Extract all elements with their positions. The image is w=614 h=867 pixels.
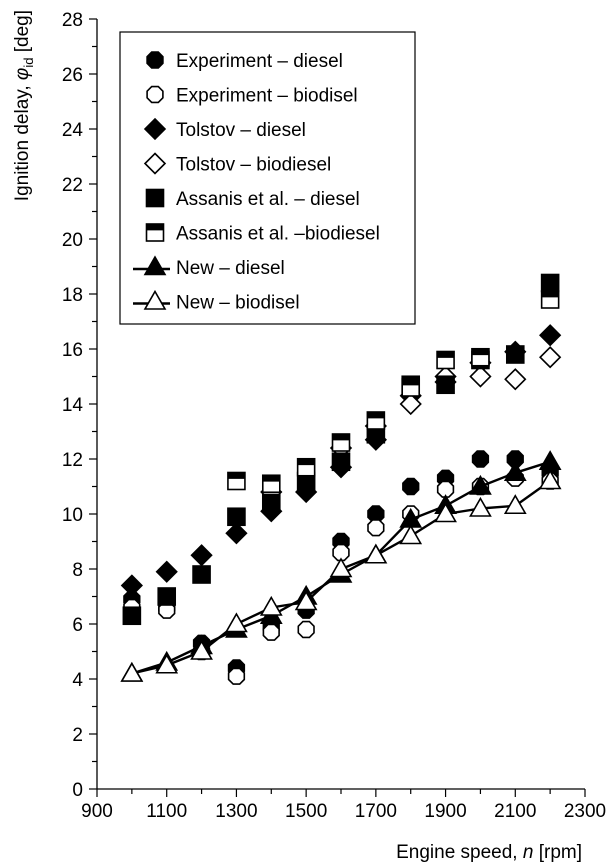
- legend-marker: [143, 255, 167, 276]
- data-point: [225, 522, 248, 545]
- legend-marker: [143, 152, 167, 175]
- data-point: [538, 469, 562, 490]
- axes: 900 1100 1300 1500 1700 1900 2100 2300024681012…: [62, 10, 606, 822]
- data-point: [539, 324, 562, 347]
- y-tick-label: 0: [72, 780, 83, 801]
- data-point: [155, 560, 178, 583]
- legend-marker: [143, 117, 167, 141]
- legend-marker: [145, 188, 165, 208]
- data-point: [227, 471, 246, 491]
- x-tick-label: 2300: [564, 801, 606, 822]
- data-point: [469, 496, 492, 517]
- y-tick-label: 14: [62, 395, 84, 416]
- data-point: [331, 452, 351, 472]
- y-tick-label: 10: [62, 505, 83, 526]
- data-point: [471, 450, 490, 468]
- data-point: [503, 494, 527, 515]
- data-point: [399, 392, 422, 416]
- y-tick-label: 12: [62, 450, 83, 471]
- legend-label: Tolstov – biodiesel: [176, 155, 331, 176]
- data-point: [504, 368, 527, 391]
- legend-marker: [145, 223, 165, 242]
- data-point: [192, 565, 211, 584]
- series-layer: [120, 273, 562, 685]
- data-point: [538, 450, 562, 471]
- data-point: [157, 587, 177, 606]
- y-axis-title: Ignition delay, φid [deg]: [12, 10, 36, 201]
- x-tick-label: 1700: [355, 801, 397, 822]
- x-axis-title: Engine speed, n [rpm]: [396, 842, 582, 863]
- legend-label: Tolstov – diesel: [176, 120, 306, 141]
- y-tick-label: 28: [62, 10, 83, 31]
- data-point: [120, 574, 143, 597]
- data-point: [262, 623, 280, 641]
- y-tick-label: 6: [72, 615, 83, 636]
- series-7: [120, 469, 562, 682]
- data-point: [539, 346, 562, 369]
- data-point: [402, 477, 420, 496]
- legend-label: Assanis et al. –biodiesel: [176, 224, 380, 245]
- data-point: [329, 557, 353, 578]
- data-point: [401, 378, 421, 397]
- x-tick-label: 2100: [494, 801, 536, 822]
- x-tick-label: 900: [81, 801, 113, 822]
- legend-label: New – biodisel: [176, 293, 300, 314]
- data-point: [120, 661, 144, 682]
- data-point: [190, 639, 213, 660]
- data-point: [436, 350, 455, 370]
- data-point: [294, 590, 318, 611]
- data-point: [261, 474, 281, 494]
- data-point: [296, 457, 316, 477]
- y-tick-label: 20: [62, 230, 83, 251]
- legend-marker: [143, 289, 167, 310]
- y-tick-label: 16: [62, 340, 83, 361]
- data-point: [540, 273, 560, 293]
- data-point: [366, 411, 386, 430]
- series-4: [122, 273, 560, 626]
- x-tick-label: 1900: [424, 801, 466, 822]
- data-point: [503, 461, 527, 482]
- y-tick-label: 8: [72, 560, 83, 581]
- data-point: [399, 524, 423, 545]
- legend-label: Experiment – biodisel: [176, 86, 358, 107]
- data-point: [469, 474, 492, 495]
- data-point: [505, 345, 525, 364]
- legend-box: [119, 31, 416, 325]
- data-point: [227, 507, 246, 527]
- data-point: [469, 365, 492, 388]
- data-point: [190, 544, 213, 567]
- data-point: [436, 375, 455, 395]
- y-tick-label: 18: [62, 285, 83, 306]
- data-point: [261, 493, 281, 513]
- legend: Experiment – diesel Experiment – biodisel…: [133, 51, 380, 314]
- data-point: [122, 606, 142, 626]
- data-point: [225, 612, 248, 633]
- data-point: [434, 502, 457, 523]
- x-tick-label: 1300: [215, 801, 257, 822]
- legend-marker: [146, 51, 164, 69]
- y-tick-label: 24: [62, 120, 84, 141]
- y-tick-label: 4: [72, 670, 83, 691]
- legend-label: Experiment – diesel: [176, 51, 343, 72]
- data-point: [297, 620, 315, 639]
- series-5: [227, 290, 560, 494]
- data-point: [364, 543, 388, 564]
- data-point: [540, 290, 560, 309]
- y-tick-label: 2: [72, 725, 83, 746]
- y-tick-label: 22: [62, 175, 83, 196]
- data-point: [471, 347, 490, 367]
- data-point: [227, 667, 246, 685]
- x-tick-label: 1500: [285, 801, 327, 822]
- legend-marker: [146, 85, 164, 104]
- data-point: [259, 595, 283, 616]
- data-point: [367, 519, 385, 537]
- data-point: [155, 653, 179, 674]
- legend-label: New – diesel: [176, 258, 285, 279]
- data-point: [331, 433, 351, 452]
- y-tick-label: 26: [62, 65, 83, 86]
- x-tick-label: 1100: [146, 801, 187, 822]
- legend-label: Assanis et al. – diesel: [176, 189, 360, 210]
